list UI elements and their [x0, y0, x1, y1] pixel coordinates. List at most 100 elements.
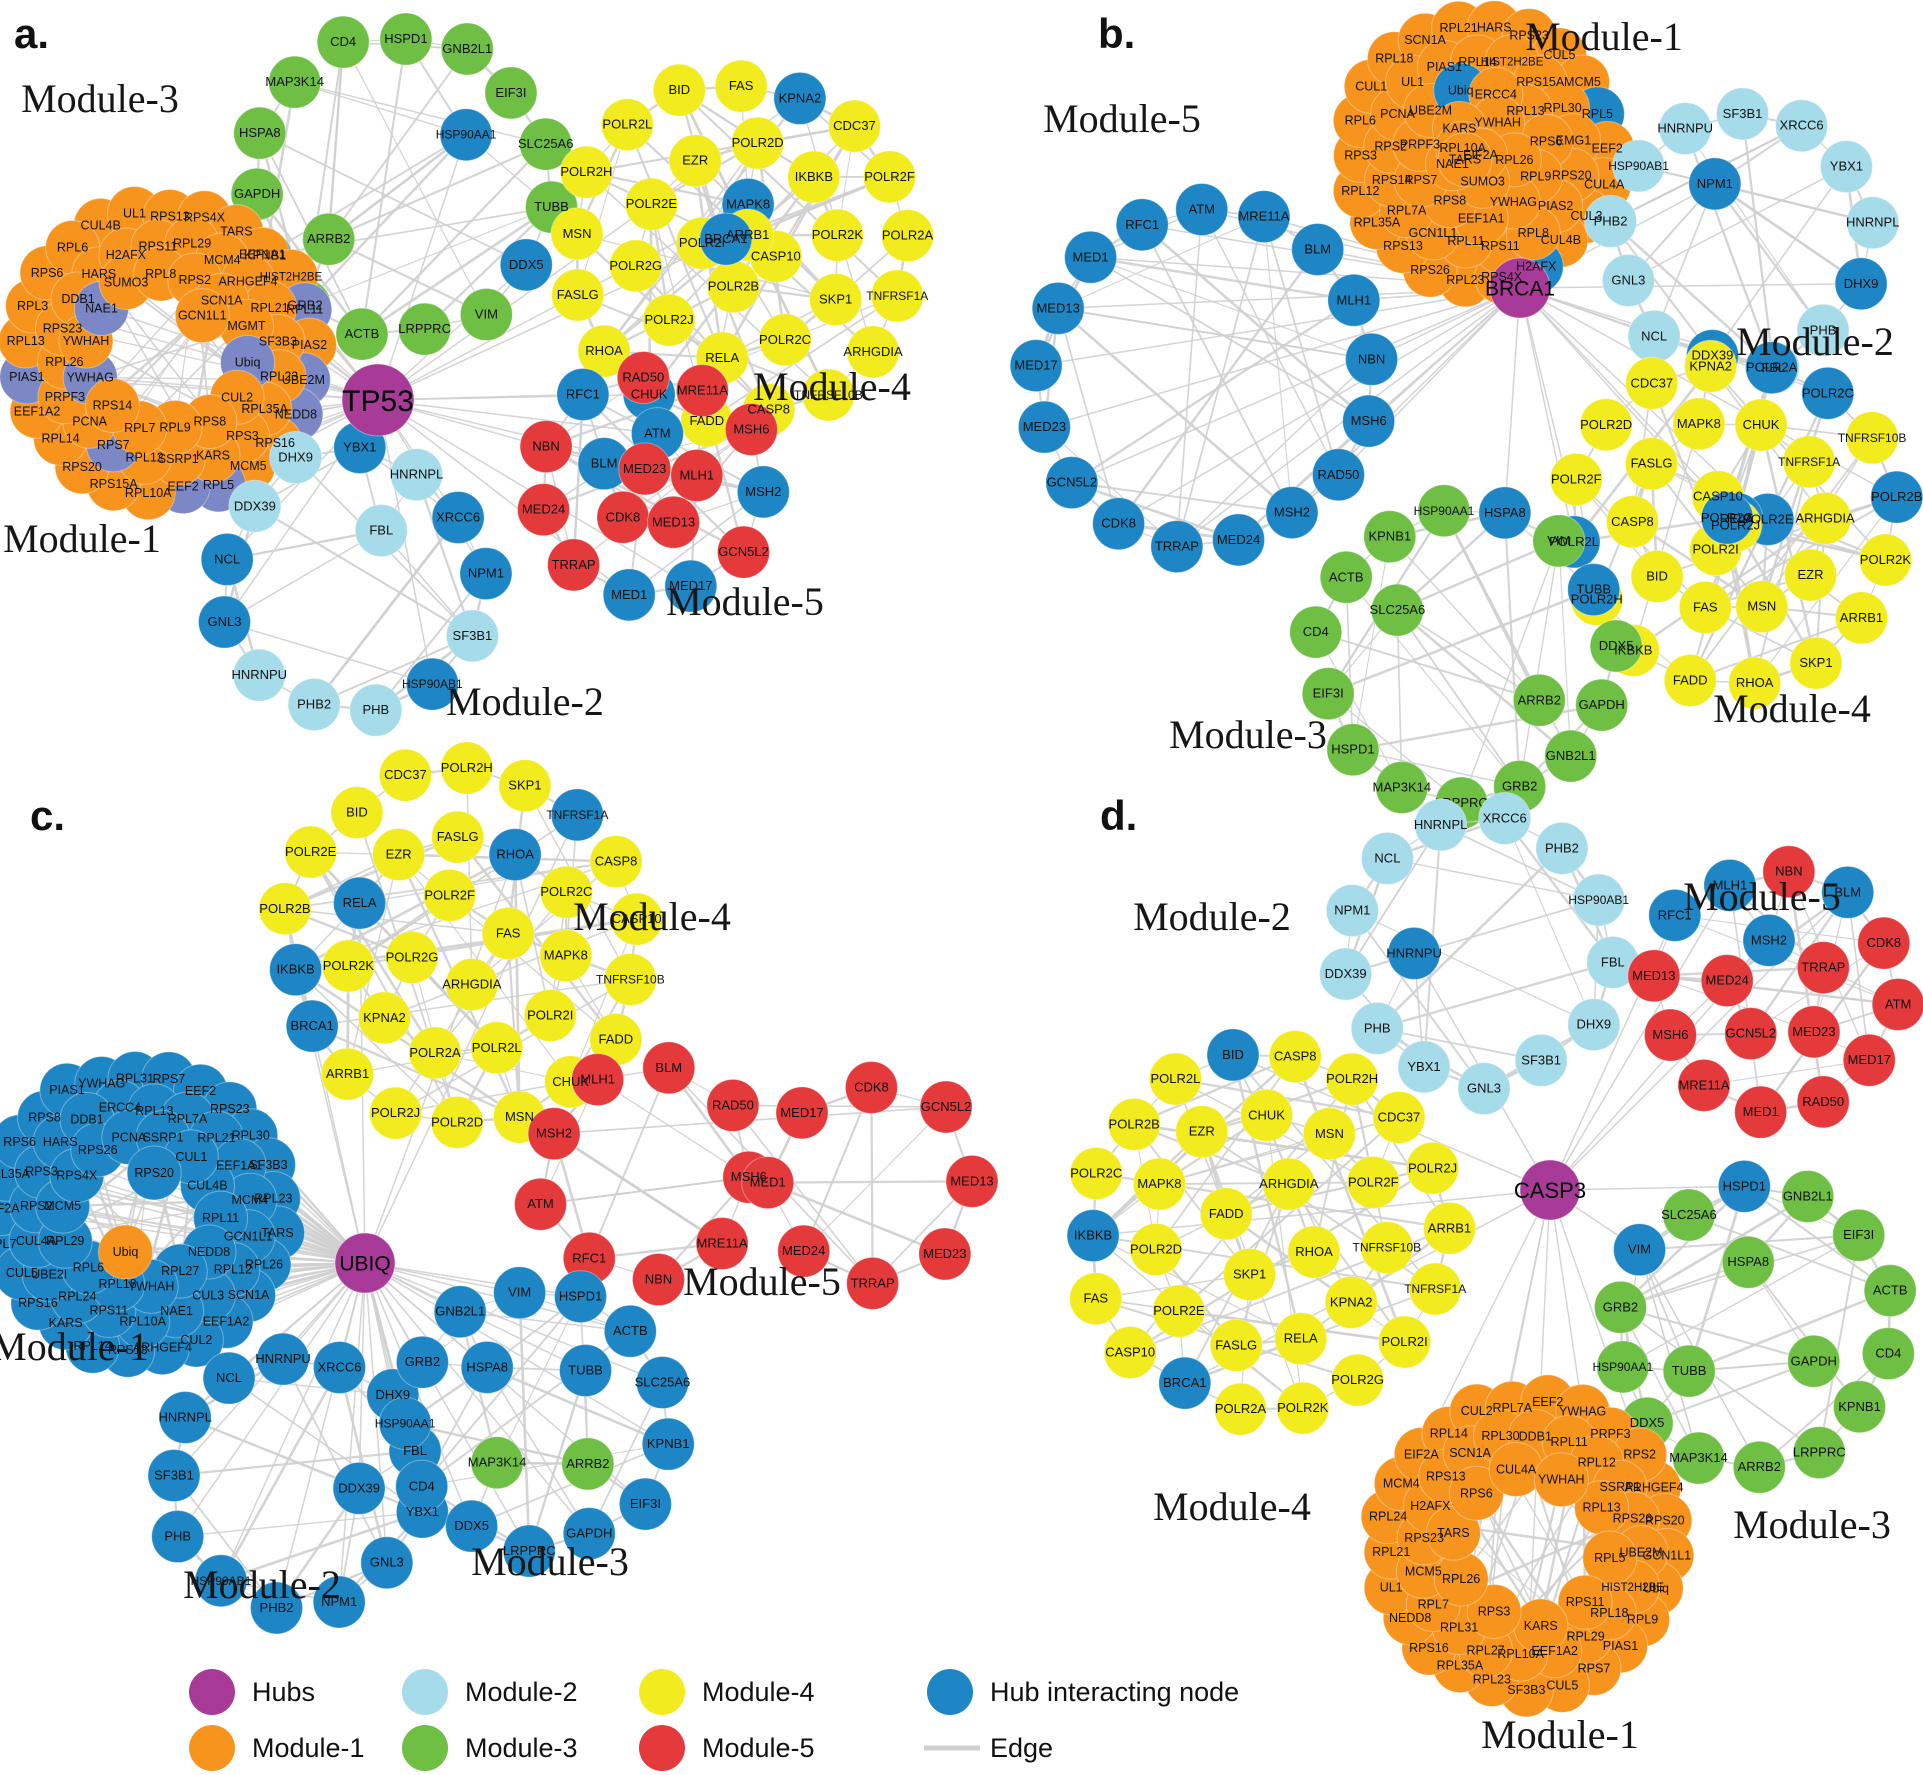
edge	[1818, 1235, 1860, 1453]
node-label-MRE11A: MRE11A	[1678, 1077, 1729, 1092]
node-EZR	[668, 134, 722, 188]
node-label-GCN5L2: GCN5L2	[1725, 1026, 1776, 1041]
edge	[228, 1377, 423, 1513]
node-label-POLR2I: POLR2I	[1692, 542, 1738, 557]
node-label-CHUK: CHUK	[552, 1074, 589, 1089]
node-CDK8	[1092, 497, 1146, 551]
node-FBL	[354, 504, 408, 558]
node-label-TNFRSF10B: TNFRSF10B	[794, 388, 863, 402]
node-ATM	[513, 1177, 567, 1231]
node-RPS14	[84, 377, 140, 433]
node-POLR2D	[1579, 398, 1633, 452]
node-label-TUBB: TUBB	[534, 199, 569, 214]
node-label-CDK8: CDK8	[606, 509, 641, 524]
node-label-MAPK8: MAPK8	[1677, 416, 1721, 431]
node-label-GAPDH: GAPDH	[1579, 697, 1625, 712]
node-label-RPS15A: RPS15A	[1516, 75, 1565, 89]
node-label-POLR2A: POLR2A	[409, 1045, 461, 1060]
node-label-ARHGDIA: ARHGDIA	[843, 344, 903, 359]
node-label-POLR2B: POLR2B	[259, 901, 310, 916]
node-label-ERCC4: ERCC4	[1475, 87, 1517, 101]
node-label-DDX5: DDX5	[1630, 1415, 1665, 1430]
node-label-MRE11A: MRE11A	[697, 1236, 748, 1251]
node-label-PRPF3: PRPF3	[1590, 1427, 1630, 1441]
node-label-RPL11: RPL11	[202, 1211, 239, 1225]
node-FASLG	[551, 268, 605, 322]
node-POLR2H	[1325, 1052, 1379, 1106]
node-label-CASP8: CASP8	[747, 402, 790, 417]
node-label-EIF2A: EIF2A	[1463, 148, 1498, 162]
node-label-FADD: FADD	[689, 413, 724, 428]
node-label-RPS6: RPS6	[1530, 134, 1563, 148]
node-POLR2C	[1801, 366, 1855, 420]
node-label-POLR2D: POLR2D	[1580, 417, 1632, 432]
node-FASLG	[1209, 1318, 1263, 1372]
node-label-PHB2: PHB2	[1545, 840, 1579, 855]
node-label-NAE1: NAE1	[85, 301, 118, 315]
node-label-UBE2M: UBE2M	[282, 373, 325, 387]
node-FAS	[1069, 1272, 1123, 1326]
node-label-POLR2H: POLR2H	[560, 164, 612, 179]
node-MSH6	[724, 403, 778, 457]
node-label-DHX9: DHX9	[375, 1387, 410, 1402]
node-label-TNFRSF1A: TNFRSF1A	[1778, 455, 1840, 469]
node-label-RPL31: RPL31	[116, 1072, 154, 1086]
node-label-MED17: MED17	[780, 1105, 823, 1120]
edge	[309, 851, 437, 1054]
node-CD4	[1289, 605, 1343, 659]
edge	[507, 933, 521, 1118]
node-label-KARS: KARS	[1442, 121, 1476, 135]
node-DDX39	[332, 1461, 386, 1515]
node-label-SUMO3: SUMO3	[104, 275, 149, 289]
node-label-ARRB1: ARRB1	[326, 1066, 369, 1081]
edge	[540, 1176, 749, 1206]
edge	[1549, 1185, 1745, 1191]
node-label-XRCC6: XRCC6	[436, 510, 480, 525]
node-label-GCN5L2: GCN5L2	[718, 544, 769, 559]
legend-label: Hubs	[252, 1677, 315, 1707]
node-label-MED17: MED17	[669, 578, 712, 593]
node-label-POLR2F: POLR2F	[1348, 1174, 1399, 1189]
node-CHUK	[1734, 398, 1788, 452]
node-label-HARS: HARS	[1477, 21, 1512, 35]
node-label-PHB: PHB	[164, 1529, 191, 1544]
node-RELA	[333, 876, 387, 930]
legend-label: Module-1	[252, 1733, 365, 1763]
node-label-RFC1: RFC1	[1658, 907, 1692, 922]
node-label-MSH2: MSH2	[536, 1126, 572, 1141]
node-label-TRRAP: TRRAP	[851, 1275, 895, 1290]
node-CASP10	[1103, 1326, 1157, 1380]
node-label-HSP90AB1: HSP90AB1	[402, 677, 463, 691]
node-MED13	[945, 1154, 999, 1208]
node-label-EIF3I: EIF3I	[1313, 686, 1344, 701]
node-label-RPS11: RPS11	[1481, 239, 1520, 253]
node-HSPA8	[233, 106, 287, 160]
node-MED23	[918, 1227, 972, 1281]
edge	[586, 125, 855, 174]
legend: Hubs Module-1 Module-2 Module-3 Module-4 Modu…	[189, 1669, 1239, 1771]
node-label-YWHAG: YWHAG	[67, 371, 114, 385]
node-label-CDC37: CDC37	[833, 118, 876, 133]
node-label-POLR2L: POLR2L	[472, 1040, 522, 1055]
node-label-CUL2: CUL2	[180, 1333, 212, 1347]
module-label: Module-5	[1043, 96, 1201, 141]
node-BLM	[1821, 865, 1875, 919]
node-label-CD4: CD4	[1303, 624, 1329, 639]
edge	[1609, 220, 1775, 369]
node-GRB2	[395, 1335, 449, 1389]
node-label-RPS26: RPS26	[1410, 263, 1450, 277]
node-MED13	[1031, 281, 1085, 335]
edge	[1753, 461, 1811, 684]
node-POLR2B	[258, 882, 312, 936]
node-MAPK8	[1132, 1157, 1186, 1211]
node-SLC25A6	[1370, 583, 1424, 637]
labels-layer: DDX39 NPM1 NCL HNRNPL XRCC6 PHB2 HSP90AB1 FBL DH…	[1070, 792, 1911, 1757]
node-EZR	[1175, 1105, 1229, 1159]
node-label-MED23: MED23	[923, 1246, 966, 1261]
node-label-NCL: NCL	[1641, 328, 1667, 343]
edge	[1352, 749, 1520, 788]
node-label-RPS6: RPS6	[3, 1135, 36, 1149]
node-PHB2	[1535, 821, 1589, 875]
node-label-EEF1A1: EEF1A1	[239, 247, 286, 261]
node-POLR2C	[1069, 1146, 1123, 1200]
